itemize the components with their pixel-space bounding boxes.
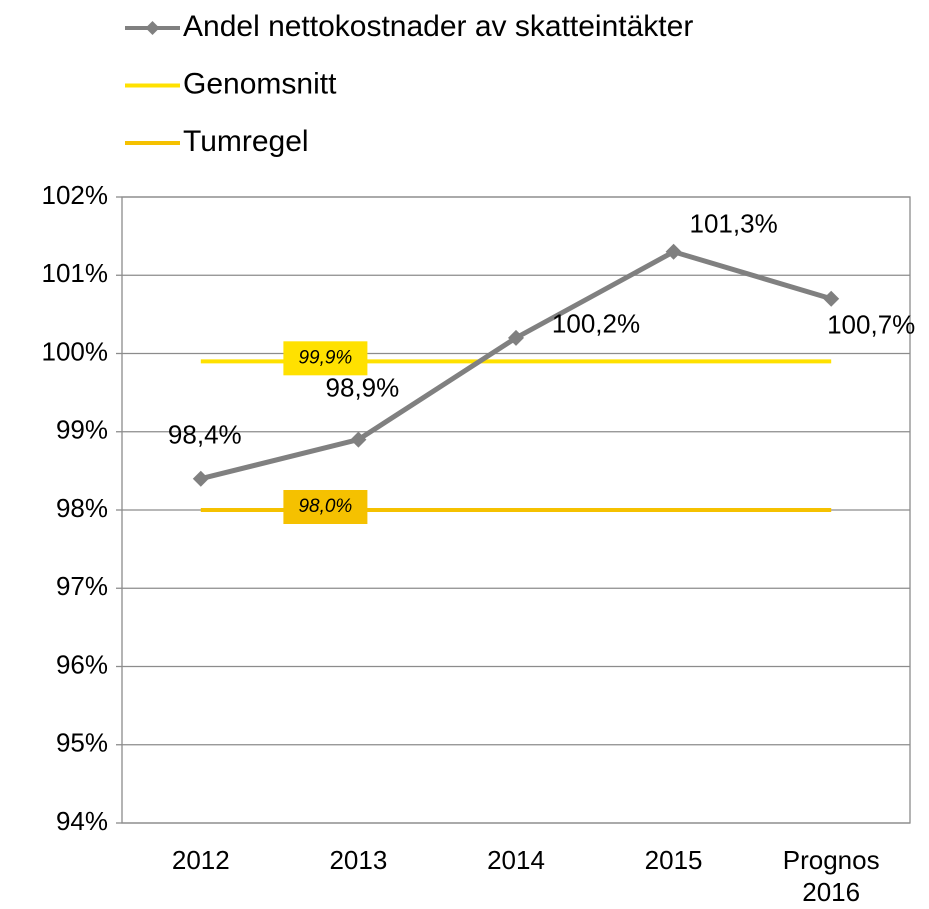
data-point: [350, 431, 367, 448]
x-tick-label: 2013: [329, 845, 387, 875]
y-tick-label: 97%: [56, 571, 108, 601]
data-point: [508, 329, 524, 346]
y-tick-label: 96%: [56, 649, 108, 679]
data-label: 100,2%: [552, 309, 640, 339]
data-label: 98,0%: [298, 496, 352, 517]
y-tick-label: 94%: [56, 806, 108, 836]
x-tick-label: 2015: [645, 845, 703, 875]
data-point: [665, 243, 682, 260]
x-tick-label: 2014: [487, 845, 545, 875]
data-label-box: [283, 341, 368, 376]
y-tick-label: 100%: [42, 336, 109, 366]
data-label: 98,9%: [326, 372, 400, 402]
data-label: 101,3%: [690, 209, 778, 239]
plot-frame: [121, 196, 911, 824]
data-label-box: [283, 490, 368, 524]
y-tick-label: 95%: [56, 728, 108, 758]
x-tick-label: 2012: [172, 845, 230, 875]
data-label: 99,9%: [298, 347, 352, 368]
data-point: [823, 290, 840, 307]
data-label: 100,7%: [827, 310, 915, 340]
x-tick-label-line: Prognos: [783, 845, 880, 875]
data-point: [192, 470, 209, 487]
y-tick-label: 101%: [42, 258, 109, 288]
legend-label: Andel nettokostnader av skatteintäkter: [183, 10, 693, 43]
legend-label: Tumregel: [183, 125, 309, 158]
y-tick-label: 102%: [42, 180, 109, 210]
x-tick-label: Prognos 2016: [783, 845, 880, 907]
y-tick-label: 98%: [56, 493, 108, 523]
legend-marker: [145, 21, 160, 35]
x-tick-label-line: 2016: [802, 877, 860, 907]
legend-label: Genomsnitt: [183, 67, 337, 100]
y-tick-label: 99%: [56, 415, 108, 445]
data-label: 98,4%: [168, 420, 242, 450]
